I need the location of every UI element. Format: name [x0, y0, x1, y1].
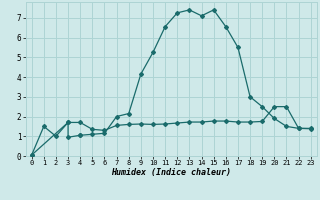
X-axis label: Humidex (Indice chaleur): Humidex (Indice chaleur)	[111, 168, 231, 177]
